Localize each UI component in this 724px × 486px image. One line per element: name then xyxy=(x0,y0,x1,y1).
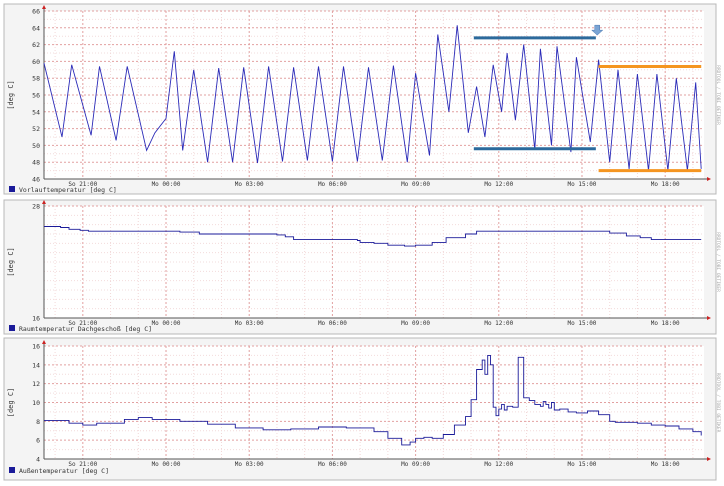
series-line xyxy=(44,354,702,446)
x-tick-label: Mo 00:00 xyxy=(152,320,181,327)
y-tick-label: 56 xyxy=(32,92,40,100)
x-tick-label: Mo 03:00 xyxy=(235,320,264,327)
y-axis-label: [deg C] xyxy=(7,388,15,418)
x-tick-label: Mo 00:00 xyxy=(152,181,181,188)
x-tick-label: Mo 06:00 xyxy=(318,320,347,327)
legend-label: Vorlauftemperatur [deg C] xyxy=(19,186,117,194)
y-axis-arrow-icon xyxy=(42,5,46,9)
x-tick-label: Mo 03:00 xyxy=(235,461,264,468)
legend-swatch xyxy=(9,467,15,473)
y-tick-label: 8 xyxy=(36,418,40,426)
x-tick-label: Mo 15:00 xyxy=(568,461,597,468)
y-tick-label: 16 xyxy=(32,343,40,351)
x-tick-label: Mo 12:00 xyxy=(484,181,513,188)
y-tick-label: 16 xyxy=(32,315,40,323)
y-tick-label: 4 xyxy=(36,456,40,464)
rrdtool-credit: RRDTOOL / TOBI OETIKER xyxy=(715,373,721,433)
y-tick-label: 6 xyxy=(36,437,40,445)
legend-label: Raumtemperatur Dachgeschoß [deg C] xyxy=(19,325,152,333)
x-axis-arrow-icon xyxy=(707,177,711,181)
rrdtool-credit: RRDTOOL / TOBI OETIKER xyxy=(715,65,721,125)
x-tick-label: Mo 18:00 xyxy=(651,320,680,327)
series-line xyxy=(43,25,702,171)
x-tick-label: So 21:00 xyxy=(68,181,97,188)
x-tick-label: Mo 00:00 xyxy=(152,461,181,468)
legend-swatch xyxy=(9,186,15,192)
y-axis-arrow-icon xyxy=(42,200,46,204)
x-tick-label: Mo 09:00 xyxy=(401,181,430,188)
x-tick-label: So 21:00 xyxy=(68,461,97,468)
x-tick-label: Mo 09:00 xyxy=(401,461,430,468)
y-tick-label: 60 xyxy=(32,58,40,66)
x-tick-label: Mo 09:00 xyxy=(401,320,430,327)
legend-swatch xyxy=(9,325,15,331)
y-tick-label: 46 xyxy=(32,176,40,184)
x-tick-label: So 21:00 xyxy=(68,320,97,327)
y-tick-label: 12 xyxy=(32,380,40,388)
x-tick-label: Mo 18:00 xyxy=(651,461,680,468)
x-tick-label: Mo 18:00 xyxy=(651,181,680,188)
y-tick-label: 50 xyxy=(32,142,40,150)
x-tick-label: Mo 15:00 xyxy=(568,320,597,327)
y-tick-label: 48 xyxy=(32,159,40,167)
y-axis-label: [deg C] xyxy=(7,80,15,110)
x-tick-label: Mo 12:00 xyxy=(484,461,513,468)
x-axis-arrow-icon xyxy=(707,457,711,461)
y-axis-arrow-icon xyxy=(42,340,46,344)
y-axis-label: [deg C] xyxy=(7,247,15,277)
y-tick-label: 14 xyxy=(32,361,40,369)
chart-panel-2: 16 28 So 21:00 Mo 00:00 Mo 03:00 Mo 06:00 Mo 0… xyxy=(3,199,721,335)
x-tick-label: Mo 03:00 xyxy=(235,181,264,188)
y-tick-label: 58 xyxy=(32,75,40,83)
y-tick-label: 52 xyxy=(32,125,40,133)
y-tick-label: 66 xyxy=(32,8,40,16)
x-tick-label: Mo 06:00 xyxy=(318,181,347,188)
chart-panel-3: 4 6 8 10 12 14 16 So 21:00 Mo 00:00 Mo 03:00 Mo 06… xyxy=(3,337,721,481)
y-tick-label: 28 xyxy=(32,203,40,211)
y-tick-label: 64 xyxy=(32,24,40,32)
x-axis-arrow-icon xyxy=(707,316,711,320)
x-tick-label: Mo 12:00 xyxy=(484,320,513,327)
legend-label: Außentemperatur [deg C] xyxy=(19,467,109,475)
x-tick-label: Mo 06:00 xyxy=(318,461,347,468)
rrdtool-credit: RRDTOOL / TOBI OETIKER xyxy=(715,232,721,292)
y-tick-label: 62 xyxy=(32,41,40,49)
x-tick-label: Mo 15:00 xyxy=(568,181,597,188)
y-tick-label: 54 xyxy=(32,108,40,116)
series-line xyxy=(44,226,702,247)
chart-panel-1: 46 48 50 52 54 56 58 60 62 64 66 So 21:00 Mo 00:00 Mo… xyxy=(3,3,721,195)
down-arrow-icon xyxy=(591,24,604,36)
y-tick-label: 10 xyxy=(32,399,40,407)
